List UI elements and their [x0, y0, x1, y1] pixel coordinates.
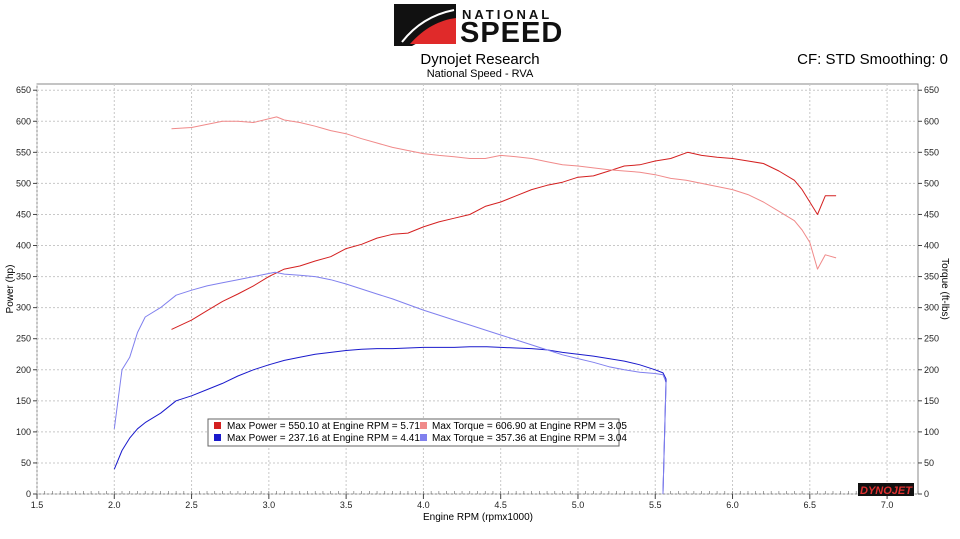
- y-tick-label-left: 450: [16, 209, 31, 219]
- x-tick-label: 1.5: [31, 500, 44, 510]
- y-tick-label-left: 250: [16, 334, 31, 344]
- y-tick-label-left: 100: [16, 427, 31, 437]
- x-axis-label: Engine RPM (rpmx1000): [423, 512, 533, 523]
- y-tick-label-left: 350: [16, 272, 31, 282]
- series-line-1-power: [113, 346, 667, 470]
- legend-swatch-red-light: [420, 422, 427, 429]
- x-tick-label: 2.5: [185, 500, 198, 510]
- y-axis-label: Power (hp): [5, 265, 16, 314]
- legend-entry-torque-blue: Max Torque = 357.36 at Engine RPM = 3.04: [432, 433, 627, 444]
- x-tick-label: 4.0: [417, 500, 430, 510]
- series-line-2-torque: [171, 116, 837, 270]
- dynojet-brand-mark: DYNOJET: [858, 483, 914, 497]
- y-tick-label-left: 0: [26, 489, 31, 499]
- correction-factor-label: CF: STD Smoothing: 0: [797, 51, 948, 68]
- y-tick-label-left: 600: [16, 116, 31, 126]
- y-tick-label-left: 300: [16, 303, 31, 313]
- y-tick-label-left: 650: [16, 85, 31, 95]
- x-axis: 1.5 2.0 2.5 3.0 3.5 4.0 4.5 5.0 5.5 6.0 6.5 7.0: [31, 494, 894, 510]
- y-tick-label-right: 50: [924, 458, 934, 468]
- x-tick-label: 3.5: [340, 500, 353, 510]
- y-tick-label-right: 100: [924, 427, 939, 437]
- x-tick-label: 3.0: [263, 500, 276, 510]
- x-minor-ticks: [36, 491, 919, 494]
- y-tick-label-left: 150: [16, 396, 31, 406]
- y-tick-label-right: 300: [924, 303, 939, 313]
- y-tick-label-right: 200: [924, 365, 939, 375]
- y-tick-label-left: 200: [16, 365, 31, 375]
- brand-mark-text: DYNOJET: [860, 485, 913, 497]
- logo-word-national: NATIONAL: [462, 7, 553, 22]
- y-tick-label-right: 400: [924, 241, 939, 251]
- y-tick-label-right: 650: [924, 85, 939, 95]
- series-line-0-power: [171, 151, 837, 330]
- y-tick-label-right: 450: [924, 209, 939, 219]
- x-tick-label: 5.5: [649, 500, 662, 510]
- y2-axis-label: Torque (ft-lbs): [939, 258, 950, 320]
- y-axis-right: 0 50 100 150 200 250 300 350 400 450 500 550 600 650: [918, 85, 939, 499]
- chart-title: Dynojet Research: [420, 51, 540, 68]
- logo-word-speed: SPEED: [460, 17, 564, 49]
- legend: Max Power = 550.10 at Engine RPM = 5.71 …: [207, 418, 627, 447]
- x-tick-label: 2.0: [108, 500, 121, 510]
- x-tick-label: 7.0: [881, 500, 894, 510]
- y-tick-label-right: 150: [924, 396, 939, 406]
- legend-swatch-blue-dark: [214, 434, 221, 441]
- y-tick-label-right: 250: [924, 334, 939, 344]
- series-line-3-torque: [113, 271, 667, 429]
- y-axis-left: 0 50 100 150 200 250 300 350 400 450 500 550 600 650: [16, 85, 37, 499]
- grid-lines: [36, 84, 918, 495]
- legend-entry-power-red: Max Power = 550.10 at Engine RPM = 5.71: [227, 421, 420, 432]
- chart-subtitle: National Speed - RVA: [426, 68, 534, 80]
- y-tick-label-left: 50: [21, 458, 31, 468]
- logo-emblem-icon: [394, 4, 456, 46]
- x-tick-label: 4.5: [494, 500, 507, 510]
- y-tick-label-right: 0: [924, 489, 929, 499]
- y-tick-label-right: 600: [924, 116, 939, 126]
- legend-swatch-red-dark: [214, 422, 221, 429]
- national-speed-logo: NATIONAL SPEED: [390, 4, 570, 48]
- legend-swatch-blue-light: [420, 434, 427, 441]
- y-tick-label-left: 500: [16, 178, 31, 188]
- y-tick-label-right: 350: [924, 272, 939, 282]
- legend-entry-torque-red: Max Torque = 606.90 at Engine RPM = 3.05: [432, 421, 627, 432]
- series-lines: [113, 116, 837, 495]
- y-tick-label-right: 500: [924, 178, 939, 188]
- x-tick-label: 6.5: [804, 500, 817, 510]
- x-tick-label: 6.0: [726, 500, 739, 510]
- y-tick-label-right: 550: [924, 147, 939, 157]
- legend-box: [207, 418, 620, 447]
- series-drop-line-3: [662, 382, 667, 495]
- y-tick-label-left: 550: [16, 147, 31, 157]
- legend-entry-power-blue: Max Power = 237.16 at Engine RPM = 4.41: [227, 433, 420, 444]
- brand-mark-bg: [858, 483, 914, 496]
- y-tick-label-left: 400: [16, 241, 31, 251]
- x-tick-label: 5.0: [572, 500, 585, 510]
